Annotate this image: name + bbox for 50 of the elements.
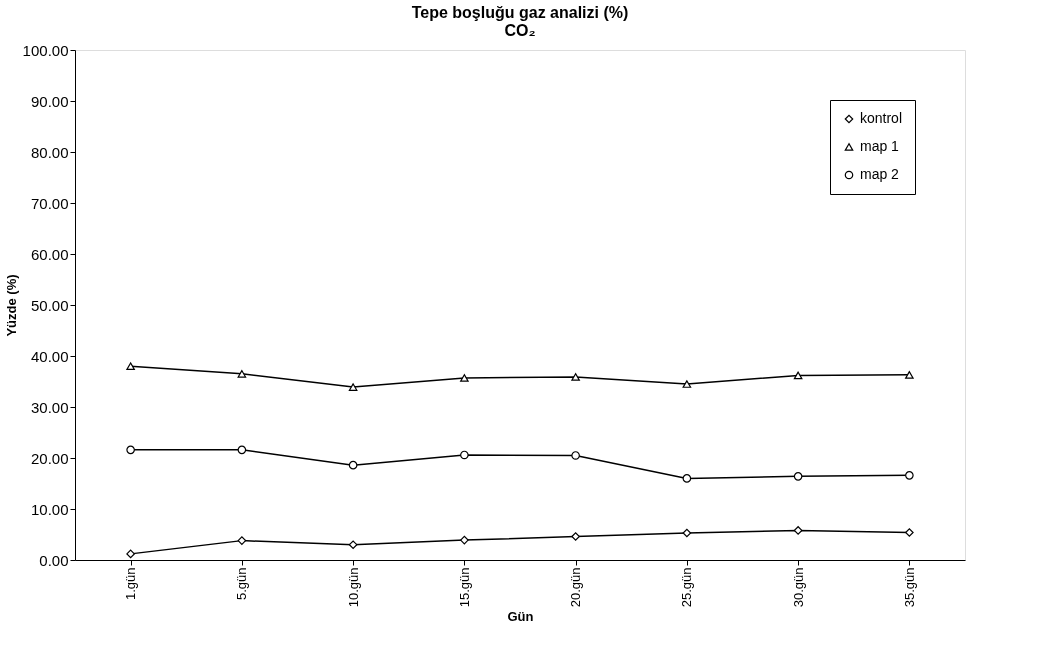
point [460,450,469,460]
x-tick-label: 10.gün [345,567,361,608]
x-tick-label: 25.gün [679,567,695,608]
y-tick-label: 80.00 [30,143,69,161]
x-tick-label: 1.gün [123,567,139,601]
point [905,371,914,379]
x-tick-label: 15.gün [456,567,472,608]
y-tick-label: 70.00 [30,194,69,212]
y-tick-label: 20.00 [30,449,69,467]
point [237,445,247,455]
point [905,471,914,480]
y-axis-title: Yüzde (%) [3,274,19,337]
point [126,445,135,455]
point [348,540,358,550]
y-tick-label: 100.00 [22,41,69,59]
y-tick-label: 40.00 [30,347,69,365]
point [348,460,358,470]
y-tick-label: 60.00 [30,245,69,263]
y-tick-label: 0.00 [39,551,69,569]
y-tick-label: 90.00 [30,92,69,110]
legend-label: kontrol [860,110,903,126]
x-tick-label: 35.gün [901,567,917,608]
point [460,374,469,382]
x-tick-label: 20.gün [568,567,584,608]
point [126,362,135,371]
point [793,472,803,481]
legend-label: map 2 [860,166,900,182]
point [571,451,580,460]
y-tick-label: 30.00 [30,398,69,416]
legend-label: map 1 [860,138,900,154]
point [348,383,358,391]
point [793,526,803,535]
point [237,536,247,545]
point [126,549,135,559]
point [682,380,692,388]
point [460,535,469,545]
y-tick-label: 50.00 [30,296,69,314]
point [793,371,803,380]
chart-title: Tepe boşluğu gaz analizi (%) [411,4,629,21]
x-tick-label: 30.gün [790,567,806,608]
point [237,370,247,378]
chart-subtitle: CO₂ [504,22,536,39]
point [682,474,692,483]
point [682,528,692,538]
point [571,373,580,381]
x-tick-label: 5.gün [234,567,250,601]
point [905,528,914,537]
y-tick-label: 10.00 [30,500,69,518]
point [571,532,580,541]
x-axis-title: Gün [507,609,534,625]
